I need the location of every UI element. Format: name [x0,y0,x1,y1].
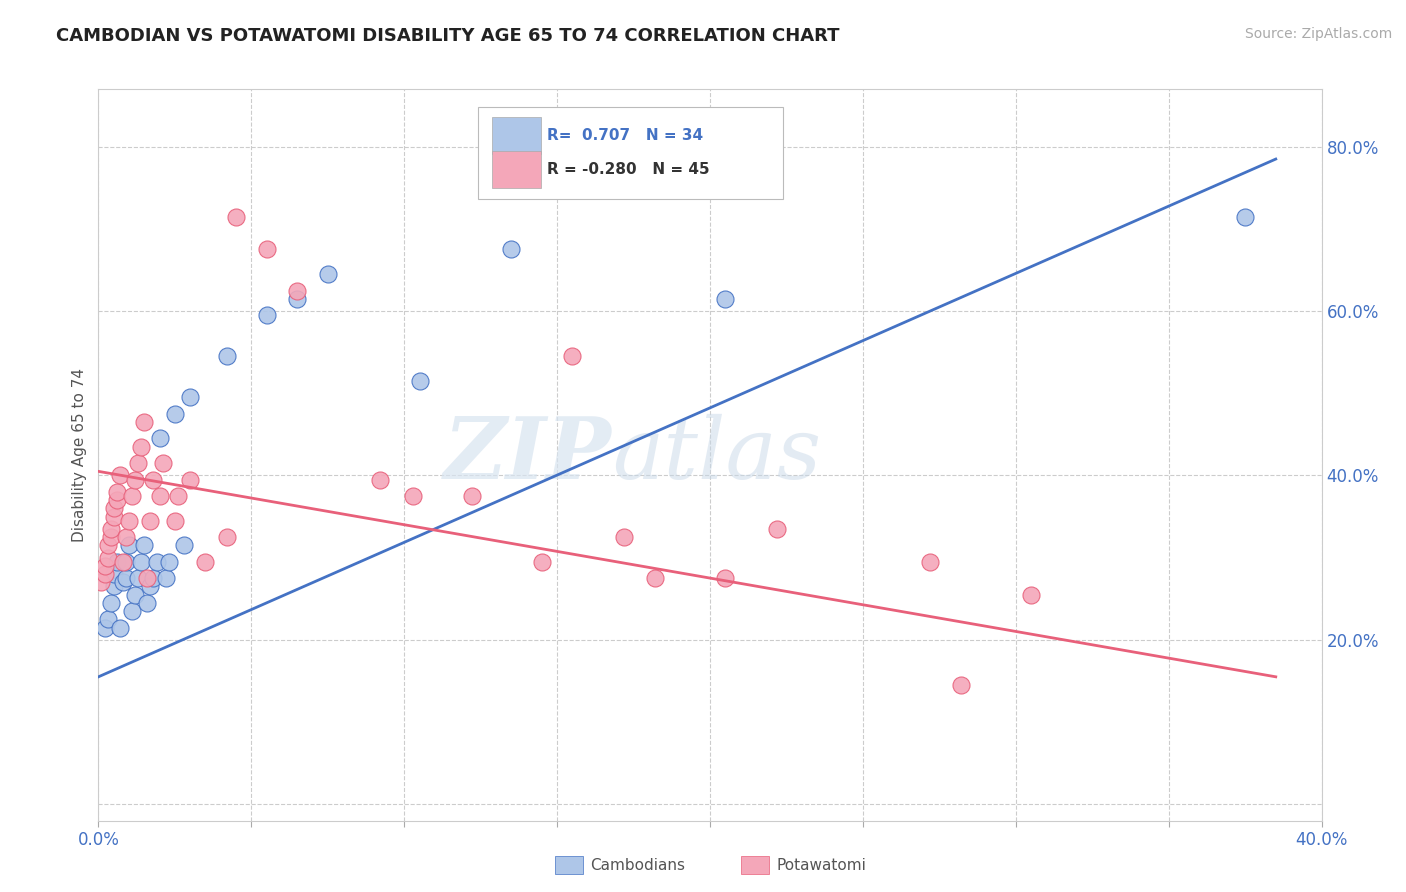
Point [949,678,972,692]
Point [1234,210,1257,224]
Point [163,514,186,528]
Point [194,555,217,569]
Point [225,210,247,224]
Point [118,514,141,528]
Point [408,374,430,388]
Point [127,571,149,585]
Point [920,555,942,569]
Point [103,579,125,593]
Point [121,489,143,503]
Point [644,571,666,585]
FancyBboxPatch shape [492,152,541,188]
Point [714,292,737,306]
Point [152,456,174,470]
Point [127,456,149,470]
Point [501,243,523,257]
Point [613,530,636,544]
Point [97,612,120,626]
Point [103,567,125,582]
Point [460,489,482,503]
Point [115,555,138,569]
Point [111,555,134,569]
Point [173,538,195,552]
Point [105,484,128,499]
Point [93,558,115,573]
Point [93,620,115,634]
Text: Cambodians: Cambodians [591,858,686,872]
Point [136,596,159,610]
Point [714,571,737,585]
Point [115,571,138,585]
Point [142,571,165,585]
Text: Potawatomi: Potawatomi [776,858,866,872]
Point [97,538,120,552]
Point [179,391,201,405]
Point [100,522,122,536]
Point [561,349,583,363]
Point [103,509,125,524]
Text: ZIP: ZIP [444,413,612,497]
Point [163,407,186,421]
Point [766,522,789,536]
Point [368,473,391,487]
FancyBboxPatch shape [478,108,783,199]
Point [129,555,152,569]
Point [1019,588,1042,602]
Point [167,489,190,503]
Point [139,514,162,528]
Point [108,620,131,634]
Point [124,473,146,487]
Point [121,604,143,618]
Point [285,284,308,298]
Point [179,473,201,487]
Point [90,575,112,590]
Point [97,550,120,565]
Point [149,432,172,446]
Point [215,530,238,544]
Point [256,243,278,257]
Point [157,555,180,569]
Text: Source: ZipAtlas.com: Source: ZipAtlas.com [1244,27,1392,41]
Point [316,267,339,281]
Point [285,292,308,306]
Point [145,555,167,569]
Point [105,493,128,508]
Point [118,538,141,552]
Point [93,567,115,582]
FancyBboxPatch shape [492,117,541,153]
Text: atlas: atlas [612,414,821,496]
Y-axis label: Disability Age 65 to 74: Disability Age 65 to 74 [72,368,87,542]
Point [111,575,134,590]
Point [256,308,278,322]
Point [136,571,159,585]
Text: R=  0.707   N = 34: R= 0.707 N = 34 [547,128,703,143]
Point [124,588,146,602]
Point [149,489,172,503]
Point [105,555,128,569]
Text: R = -0.280   N = 45: R = -0.280 N = 45 [547,162,710,178]
Point [103,501,125,516]
Point [139,579,162,593]
Point [134,538,156,552]
Point [115,530,138,544]
Point [402,489,425,503]
Point [108,468,131,483]
Point [129,440,152,454]
Text: CAMBODIAN VS POTAWATOMI DISABILITY AGE 65 TO 74 CORRELATION CHART: CAMBODIAN VS POTAWATOMI DISABILITY AGE 6… [56,27,839,45]
Point [134,415,156,429]
Point [142,473,165,487]
Point [215,349,238,363]
Point [100,596,122,610]
Point [155,571,177,585]
Point [530,555,553,569]
Point [100,530,122,544]
